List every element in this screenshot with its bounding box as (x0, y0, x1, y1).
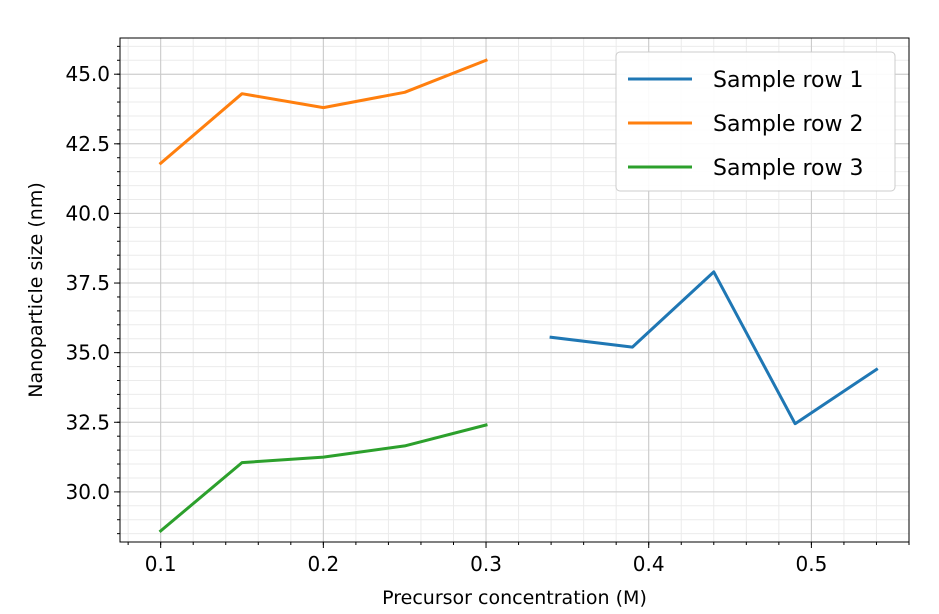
x-tick-label: 0.4 (633, 552, 665, 576)
x-axis-label: Precursor concentration (M) (382, 587, 647, 609)
series-line-1 (549, 270, 879, 426)
y-axis-label: Nanoparticle size (nm) (25, 182, 47, 397)
legend-label: Sample row 3 (713, 156, 864, 181)
y-tick-label: 37.5 (65, 271, 110, 295)
x-tick-label: 0.3 (470, 552, 502, 576)
x-tick-labels: 0.1 0.2 0.3 0.4 0.5 (145, 552, 828, 576)
x-tick-label: 0.1 (145, 552, 177, 576)
y-tick-label: 40.0 (65, 201, 110, 225)
axis-ticks (114, 45, 910, 548)
legend-label: Sample row 2 (713, 112, 864, 137)
grid (120, 38, 910, 542)
y-tick-labels: 30.0 32.5 35.0 37.5 40.0 42.5 45.0 (65, 62, 110, 504)
y-tick-label: 35.0 (65, 341, 110, 365)
series-line-2 (158, 58, 488, 166)
y-tick-label: 45.0 (65, 62, 110, 86)
x-tick-label: 0.5 (795, 552, 827, 576)
series-line-3 (158, 423, 488, 534)
y-tick-label: 42.5 (65, 132, 110, 156)
legend: Sample row 1 Sample row 2 Sample row 3 (615, 51, 896, 192)
plot-frame (119, 37, 910, 543)
legend-box (615, 51, 896, 192)
x-tick-label: 0.2 (307, 552, 339, 576)
y-tick-label: 30.0 (65, 480, 110, 504)
legend-label: Sample row 1 (713, 68, 864, 93)
y-tick-label: 32.5 (65, 410, 110, 434)
series-lines (158, 58, 879, 534)
